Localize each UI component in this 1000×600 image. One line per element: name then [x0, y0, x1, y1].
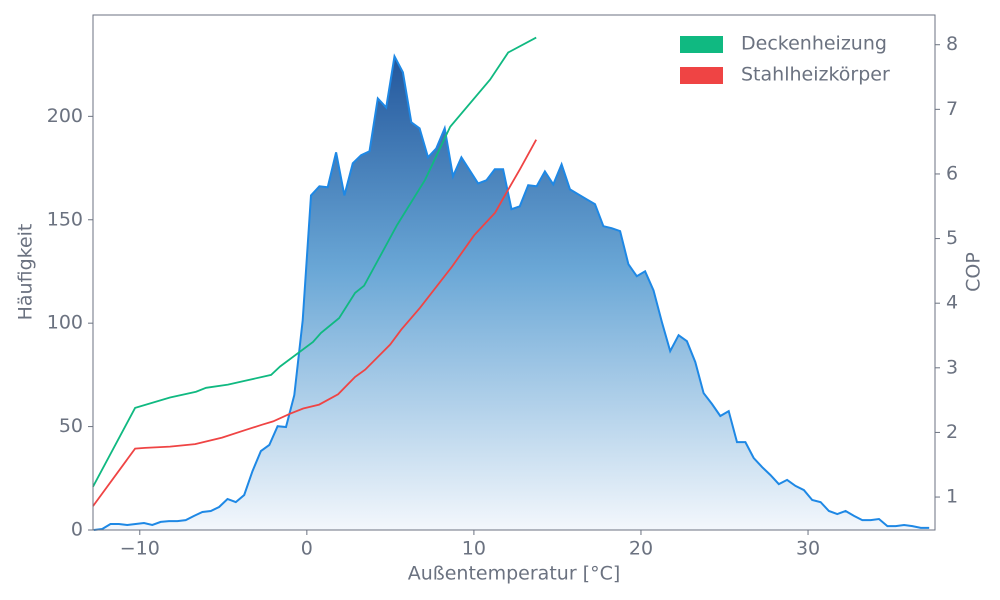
y-tick-label: 150 [47, 208, 83, 230]
y2-axis-label: COP [963, 252, 985, 292]
y2-tick-label: 4 [946, 292, 958, 314]
x-tick-label: −10 [120, 538, 160, 560]
histogram-area [93, 56, 930, 531]
x-tick-label: 10 [462, 538, 486, 560]
y2-tick-label: 7 [946, 98, 958, 120]
legend-label: Deckenheizung [741, 33, 887, 55]
histogram-line [93, 53, 930, 531]
x-tick-label: 20 [629, 538, 653, 560]
y-tick-label: 0 [71, 519, 83, 541]
y2-tick-label: 2 [946, 421, 958, 443]
y2-tick-label: 1 [946, 486, 958, 508]
x-axis-label: Außentemperatur [°C] [408, 563, 621, 585]
x-tick-label: 30 [796, 538, 820, 560]
y2-tick-label: 8 [946, 33, 958, 55]
y2-tick-label: 5 [946, 227, 958, 249]
y2-tick-label: 3 [946, 356, 958, 378]
y-tick-label: 100 [47, 312, 83, 334]
legend-label: Stahlheizkörper [741, 64, 890, 86]
y-tick-label: 50 [59, 415, 83, 437]
legend-swatch [680, 36, 723, 53]
cop-line [92, 139, 537, 507]
plot-frame [92, 14, 936, 531]
cop-line [92, 36, 537, 488]
legend-swatch [680, 67, 723, 84]
x-tick-label: 0 [301, 538, 313, 560]
y2-tick-label: 6 [946, 162, 958, 184]
y-axis-label: Häufigkeit [15, 224, 37, 321]
y-tick-label: 200 [47, 105, 83, 127]
